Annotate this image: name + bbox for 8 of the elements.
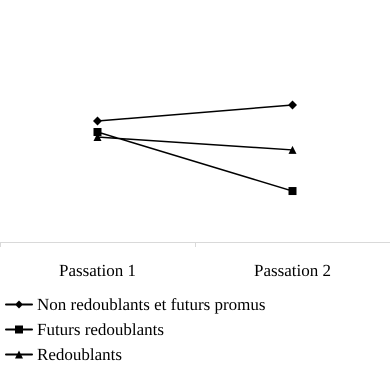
legend-label: Non redoublants et futurs promus: [37, 295, 266, 314]
point: [288, 100, 297, 110]
legend-label: Redoublants: [37, 345, 122, 364]
legend-label: Futurs redoublants: [37, 320, 164, 339]
x-tick-label: Passation 1: [59, 261, 136, 280]
x-tick-label: Passation 2: [254, 261, 331, 280]
point: [288, 187, 296, 196]
point: [93, 116, 102, 126]
